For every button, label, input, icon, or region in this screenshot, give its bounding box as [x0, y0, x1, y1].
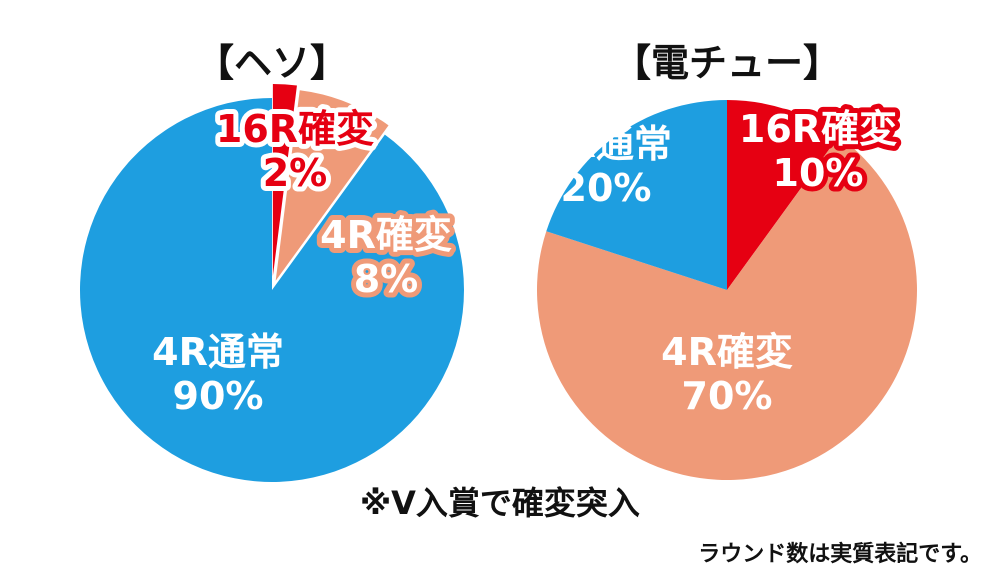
pie-slice-1-3: [80, 98, 464, 483]
slice-label-1-2: 4R確変: [320, 213, 452, 257]
pie-slice-1-2: [275, 90, 389, 281]
round-count-footnote: ラウンド数は実質表記です。: [698, 542, 982, 567]
slice-label-1-3: 4R通常: [152, 330, 284, 374]
slice-value-1-1: 2%: [263, 151, 328, 195]
pie-slice-2-2: [536, 136, 918, 481]
slice-label-2-1: 16R確変: [739, 107, 897, 151]
slice-label-2-3: 4R通常: [540, 122, 672, 166]
slice-value-2-1: 10%: [773, 151, 864, 195]
slice-value-1-3: 90%: [173, 374, 264, 418]
pie-slice-1-1: [272, 84, 297, 277]
slice-value-2-2: 70%: [682, 374, 773, 418]
slice-value-1-2: 8%: [354, 257, 419, 301]
pie-slice-2-3: [546, 100, 727, 290]
pie-slice-2-1: [727, 100, 839, 290]
slice-label-2-2: 4R確変: [661, 330, 793, 374]
pie-title-1: 【ヘソ】: [196, 41, 348, 85]
v-entry-note: ※V入賞で確変突入: [360, 484, 640, 522]
pie-title-2: 【電チュー】: [613, 41, 841, 85]
slice-label-1-1: 16R確変: [216, 107, 374, 151]
slice-value-2-3: 20%: [561, 166, 652, 210]
